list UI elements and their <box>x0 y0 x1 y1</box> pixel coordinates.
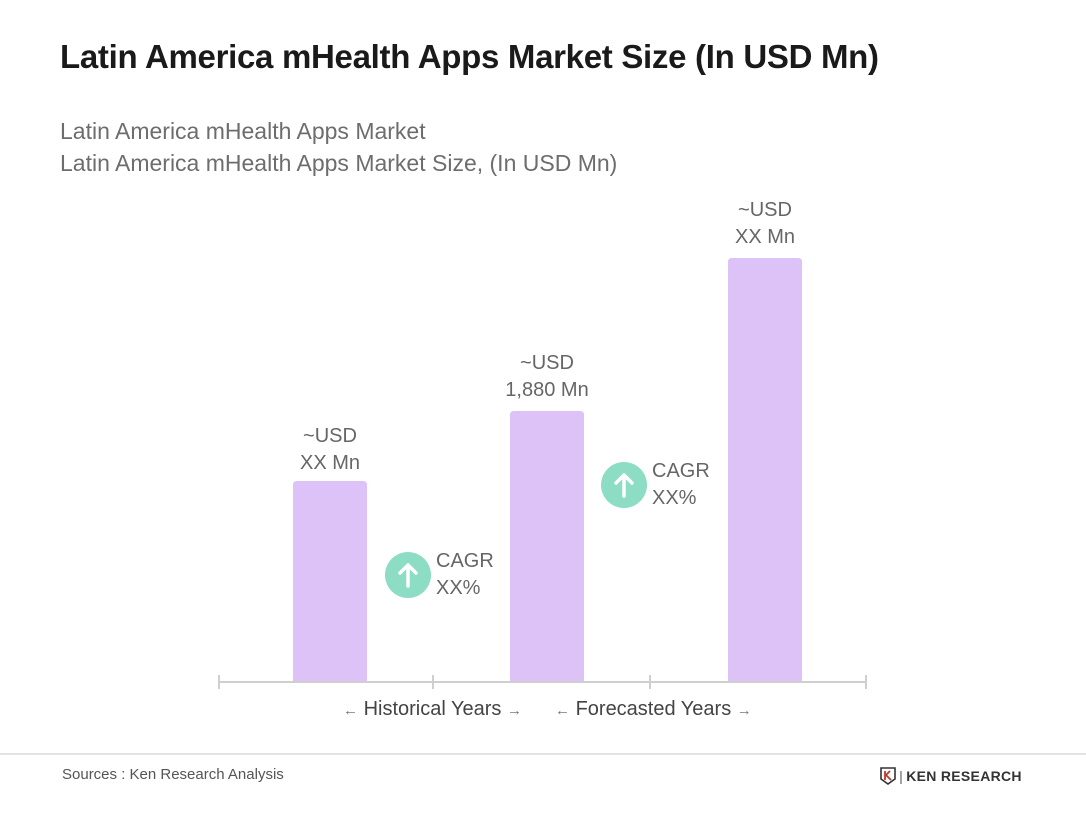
arrow-left-icon: ← <box>343 702 358 719</box>
footer-divider <box>0 753 1086 755</box>
ken-research-logo: | KEN RESEARCH <box>880 767 1022 785</box>
arrow-up-circle-icon <box>601 462 647 508</box>
logo-text: KEN RESEARCH <box>906 768 1022 784</box>
ken-research-logo-icon <box>880 767 896 785</box>
period-label: Historical Years <box>363 698 502 720</box>
cagr-label: CAGR <box>436 550 494 572</box>
data-label-3: ~USD XX Mn <box>685 197 845 251</box>
bar-3 <box>728 258 802 682</box>
bar-2 <box>510 411 584 682</box>
data-label-value: XX Mn <box>299 452 361 474</box>
period-forecasted: ← Forecasted Years → <box>555 698 752 721</box>
chart-subtitle: Latin America mHealth Apps Market Size, … <box>60 150 618 176</box>
page-title: Latin America mHealth Apps Market Size (… <box>60 38 879 75</box>
period-historical: ← Historical Years → <box>343 698 522 721</box>
cagr-label: CAGR <box>652 460 710 482</box>
period-label: Forecasted Years <box>575 698 732 720</box>
cagr-annotation-1: CAGR XX% <box>385 548 494 602</box>
data-label-line: ~USD <box>738 199 792 221</box>
data-label-line: ~USD <box>520 352 574 374</box>
data-label-value: 1,880 Mn <box>505 379 589 401</box>
data-label-line: ~USD <box>303 425 357 447</box>
cagr-value: XX% <box>652 487 697 509</box>
arrow-left-icon: ← <box>555 702 570 719</box>
chart-title: Latin America mHealth Apps Market <box>60 118 426 144</box>
bar-1 <box>293 481 367 682</box>
source-note: Sources : Ken Research Analysis <box>62 766 284 783</box>
data-label-value: XX Mn <box>734 226 796 248</box>
cagr-annotation-2: CAGR XX% <box>601 458 710 512</box>
cagr-value: XX% <box>436 577 481 599</box>
data-label-1: ~USD XX Mn <box>250 423 410 477</box>
arrow-right-icon: → <box>736 702 752 719</box>
data-label-2: ~USD 1,880 Mn <box>467 350 627 404</box>
arrow-right-icon: → <box>506 702 522 719</box>
bar-chart <box>218 258 867 689</box>
arrow-up-circle-icon <box>385 552 431 598</box>
logo-separator: | <box>899 768 904 784</box>
